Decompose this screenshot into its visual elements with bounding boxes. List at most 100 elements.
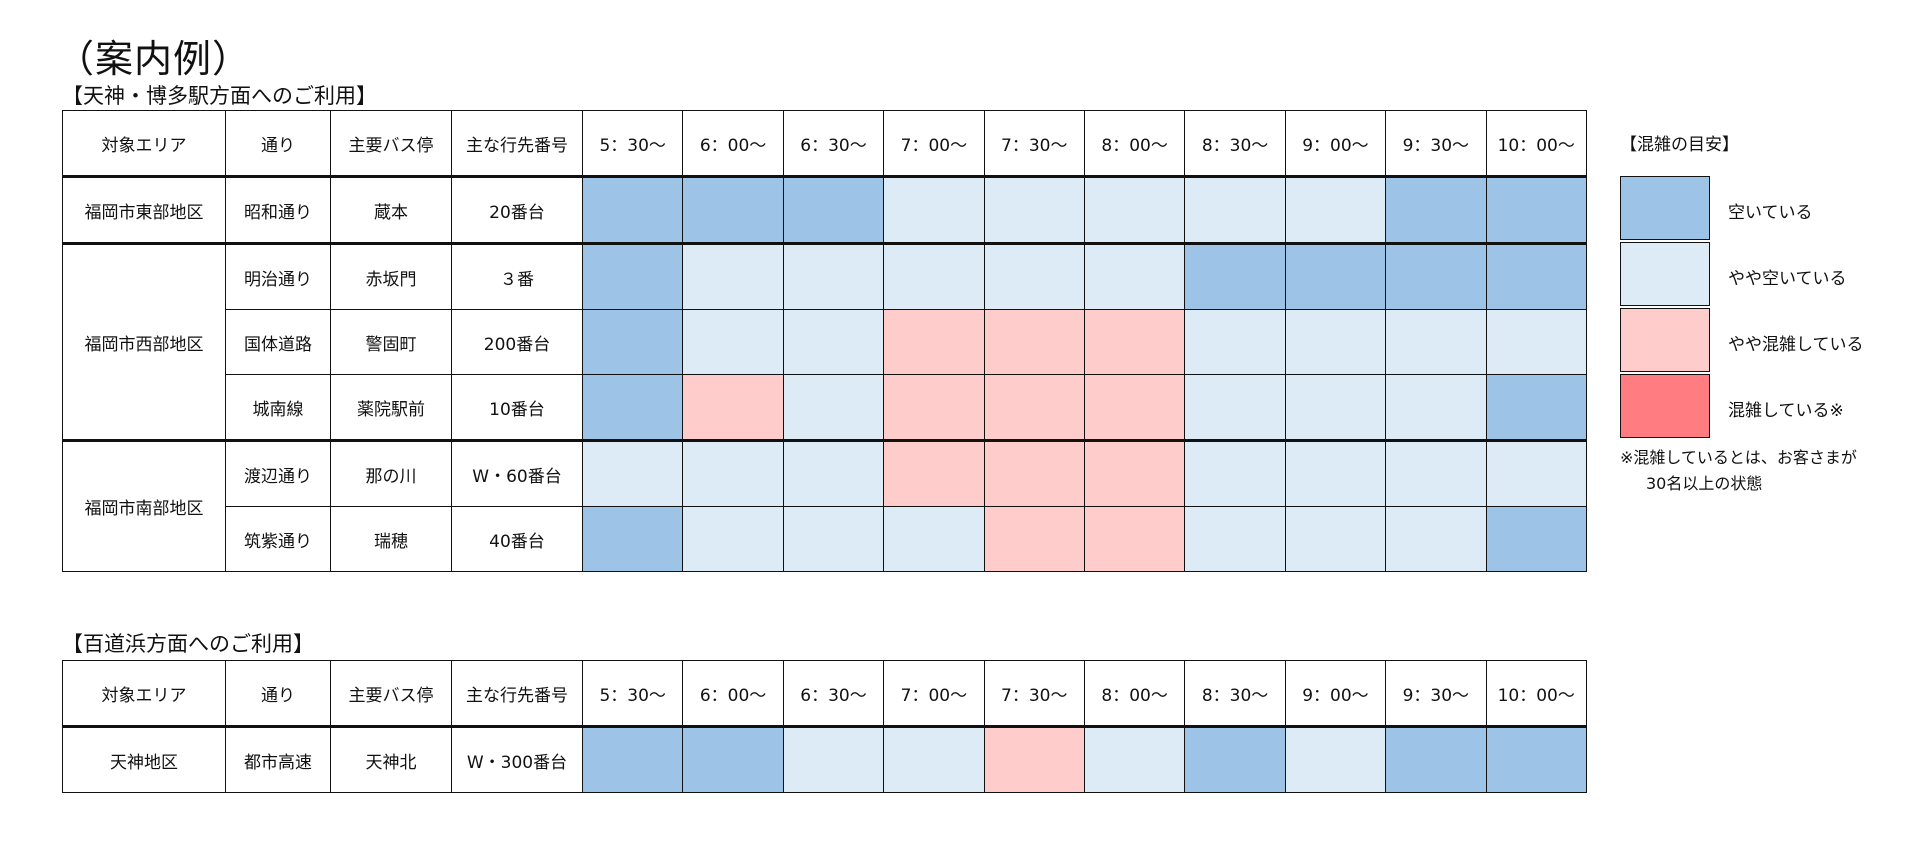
legend-item-busy: 混雑している※ <box>1620 374 1910 440</box>
legend-label: 混雑している※ <box>1728 401 1844 421</box>
congestion-cell-empty <box>581 506 684 572</box>
legend-label: やや空いている <box>1728 269 1847 289</box>
legend-swatch <box>1620 242 1710 306</box>
congestion-cell-slightly-empty <box>983 243 1085 310</box>
congestion-cell-slightly-empty <box>682 506 784 572</box>
column-header: 対象エリア <box>62 110 226 177</box>
column-header: 主な行先番号 <box>451 110 583 177</box>
table-row: 福岡市南部地区 渡辺通り 那の川 W・60番台 <box>62 440 1587 572</box>
column-header: 対象エリア <box>62 660 226 727</box>
time-column-header: 9：30～ <box>1385 660 1487 727</box>
area-group: 天神地区 都市高速 天神北 W・300番台 <box>62 726 1587 793</box>
congestion-cell-empty <box>1485 506 1587 572</box>
route-number-cell: W・300番台 <box>451 726 583 793</box>
congestion-cell-slightly-empty <box>682 440 784 507</box>
time-column-header: 5：30～ <box>581 110 684 177</box>
congestion-cell-slightly-empty <box>581 440 684 507</box>
area-group: 福岡市東部地区 昭和通り 蔵本 20番台 <box>62 176 1587 244</box>
column-header: 主要バス停 <box>330 660 452 727</box>
congestion-cell-empty <box>581 243 684 310</box>
congestion-cell-empty <box>1485 243 1587 310</box>
time-column-header: 6：30～ <box>782 110 885 177</box>
congestion-cell-slightly-empty <box>682 243 784 310</box>
congestion-cell-slightly-busy <box>983 374 1085 441</box>
bus-stop-cell: 瑞穂 <box>330 506 452 572</box>
congestion-cell-slightly-empty <box>1284 726 1387 793</box>
legend-label: やや混雑している <box>1728 335 1864 355</box>
congestion-cell-slightly-empty <box>1284 374 1387 441</box>
table-row: 国体道路 警固町 200番台 <box>63 309 1587 375</box>
congestion-cell-slightly-empty <box>1284 506 1387 572</box>
area-group: 福岡市南部地区 渡辺通り 那の川 W・60番台 筑紫通り 瑞穂 40番台 <box>62 440 1587 572</box>
legend-swatch <box>1620 308 1710 372</box>
congestion-cell-slightly-empty <box>1485 440 1587 507</box>
bus-stop-cell: 警固町 <box>330 309 452 375</box>
legend-swatch <box>1620 374 1710 438</box>
congestion-cell-slightly-empty <box>1184 176 1286 244</box>
bus-stop-cell: 那の川 <box>330 440 452 507</box>
congestion-cell-empty <box>581 374 684 441</box>
time-column-header: 7：30～ <box>983 110 1085 177</box>
area-cell: 福岡市東部地区 <box>62 176 226 244</box>
street-cell: 明治通り <box>225 243 331 310</box>
column-header: 通り <box>225 660 331 727</box>
congestion-cell-slightly-empty <box>1083 726 1186 793</box>
column-header: 主要バス停 <box>330 110 452 177</box>
congestion-cell-empty <box>1385 176 1487 244</box>
congestion-cell-slightly-empty <box>983 176 1085 244</box>
congestion-cell-slightly-empty <box>883 243 985 310</box>
bus-stop-cell: 天神北 <box>330 726 452 793</box>
section-label-momochihama: 【百道浜方面へのご利用】 <box>62 632 314 656</box>
congestion-cell-slightly-empty <box>782 506 885 572</box>
legend-title: 【混雑の目安】 <box>1620 135 1739 155</box>
congestion-cell-slightly-empty <box>1184 374 1286 441</box>
route-number-cell: ３番 <box>451 243 583 310</box>
congestion-cell-slightly-empty <box>1385 440 1487 507</box>
congestion-cell-empty <box>581 176 684 244</box>
congestion-cell-slightly-busy <box>1083 374 1186 441</box>
congestion-table-momochihama: 対象エリア 通り 主要バス停 主な行先番号 5：30～ 6：00～ 6：30～ 7：00～ 7：… <box>62 660 1587 793</box>
legend-note: ※混雑しているとは、お客さまが 30名以上の状態 <box>1620 445 1857 497</box>
congestion-cell-slightly-busy <box>883 440 985 507</box>
congestion-cell-slightly-empty <box>1083 176 1186 244</box>
bus-stop-cell: 薬院駅前 <box>330 374 452 441</box>
column-header: 主な行先番号 <box>451 660 583 727</box>
time-column-header: 6：30～ <box>782 660 885 727</box>
congestion-cell-slightly-empty <box>1284 440 1387 507</box>
legend-swatch <box>1620 176 1710 240</box>
congestion-cell-slightly-empty <box>782 309 885 375</box>
congestion-cell-empty <box>782 176 885 244</box>
section-label-tenjin-hakata: 【天神・博多駅方面へのご利用】 <box>62 84 377 108</box>
time-column-header: 8：00～ <box>1083 660 1186 727</box>
congestion-cell-slightly-empty <box>1284 309 1387 375</box>
congestion-cell-slightly-empty <box>1385 506 1487 572</box>
time-column-header: 5：30～ <box>581 660 684 727</box>
time-column-header: 7：00～ <box>883 110 985 177</box>
legend-note-line: ※混雑しているとは、お客さまが <box>1620 448 1857 467</box>
time-column-header: 10：00～ <box>1485 110 1587 177</box>
time-column-header: 6：00～ <box>682 110 784 177</box>
congestion-cell-slightly-busy <box>883 309 985 375</box>
time-column-header: 10：00～ <box>1485 660 1587 727</box>
congestion-cell-slightly-empty <box>1184 309 1286 375</box>
table-row: 福岡市西部地区 明治通り 赤坂門 ３番 <box>62 243 1587 441</box>
legend-item-slightly-busy: やや混雑している <box>1620 308 1910 374</box>
time-column-header: 7：30～ <box>983 660 1085 727</box>
congestion-cell-slightly-empty <box>1184 440 1286 507</box>
time-column-header: 9：00～ <box>1284 660 1387 727</box>
legend-note-line: 30名以上の状態 <box>1646 474 1763 493</box>
street-cell: 城南線 <box>225 374 331 441</box>
congestion-cell-empty <box>1184 726 1286 793</box>
table-header-row: 対象エリア 通り 主要バス停 主な行先番号 5：30～ 6：00～ 6：30～ 7：00～ 7：… <box>62 660 1587 727</box>
congestion-cell-slightly-empty <box>1083 243 1186 310</box>
congestion-cell-slightly-busy <box>1083 309 1186 375</box>
area-group: 福岡市西部地区 明治通り 赤坂門 ３番 国体道路 警固町 200番台 城南線 薬院駅前 10番台 <box>62 243 1587 441</box>
bus-stop-cell: 蔵本 <box>330 176 452 244</box>
bus-stop-cell: 赤坂門 <box>330 243 452 310</box>
congestion-cell-slightly-busy <box>1083 440 1186 507</box>
street-cell: 昭和通り <box>225 176 331 244</box>
congestion-cell-empty <box>581 309 684 375</box>
congestion-cell-slightly-busy <box>983 440 1085 507</box>
legend-item-slightly-empty: やや空いている <box>1620 242 1910 308</box>
congestion-cell-slightly-empty <box>883 726 985 793</box>
